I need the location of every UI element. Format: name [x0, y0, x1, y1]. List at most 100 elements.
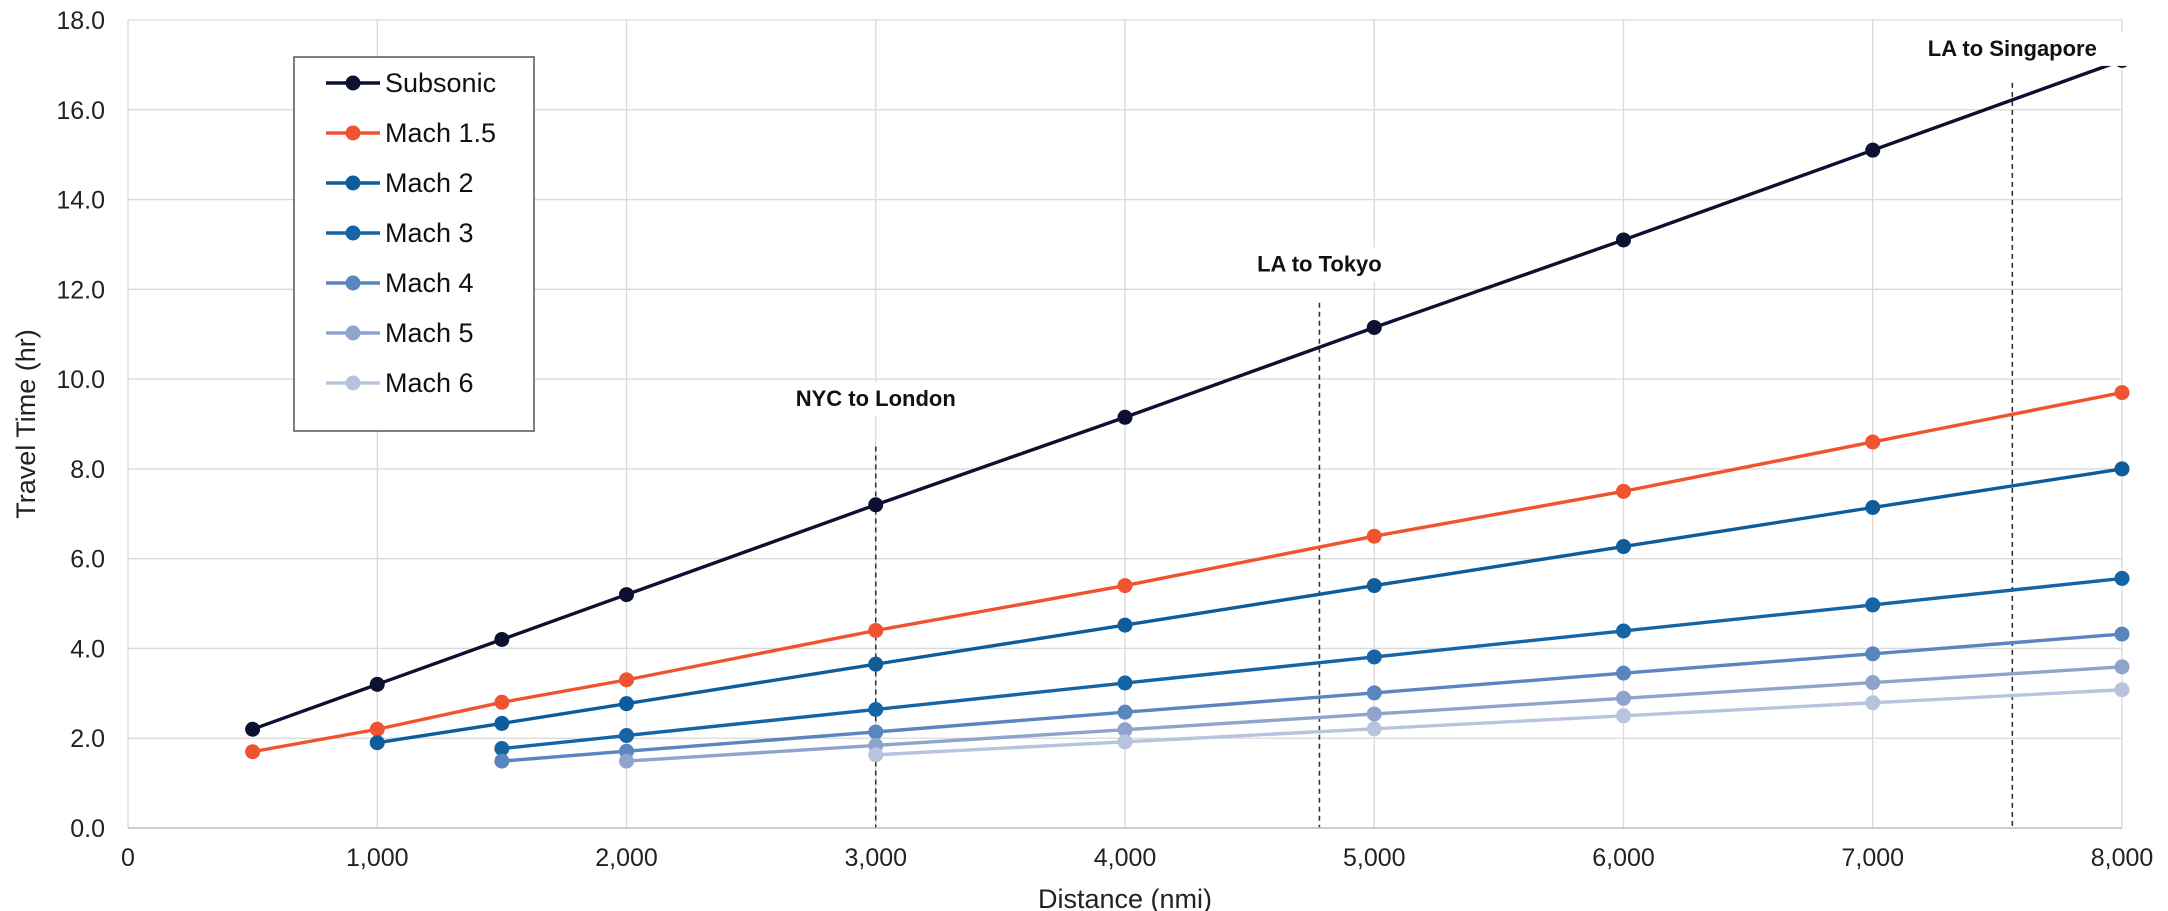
data-point [1366, 685, 1382, 701]
annotation-label: NYC to London [796, 386, 956, 411]
data-point [1117, 578, 1133, 594]
x-tick-label: 4,000 [1094, 844, 1157, 872]
data-point [369, 676, 385, 692]
data-point [619, 753, 634, 769]
data-point [619, 728, 634, 744]
y-tick-label: 6.0 [70, 546, 105, 574]
data-point [369, 735, 385, 751]
legend-swatch-marker [345, 375, 361, 391]
data-point [2114, 385, 2130, 401]
data-point [1616, 665, 1631, 681]
data-point [245, 721, 261, 737]
data-point [2114, 461, 2130, 477]
data-point [868, 724, 884, 740]
data-point [1616, 623, 1631, 639]
series-line [252, 58, 2123, 731]
x-tick-label: 1,000 [346, 844, 409, 872]
annotation-label-bg [768, 382, 984, 417]
data-point [1366, 528, 1382, 544]
y-tick-label: 18.0 [56, 7, 105, 35]
legend-label: Mach 4 [385, 268, 474, 298]
grid-lines [127, 19, 2123, 829]
legend-label: Mach 1.5 [385, 118, 496, 148]
data-point [369, 721, 385, 737]
y-tick-label: 2.0 [70, 725, 105, 753]
annotation-label: LA to Singapore [1928, 36, 2097, 61]
data-point [2114, 570, 2130, 586]
annotation-labels: NYC to London LA to Tokyo LA to Singapore [768, 31, 2134, 417]
legend-label: Mach 2 [385, 168, 474, 198]
data-point [1616, 708, 1631, 724]
data-point [1366, 578, 1382, 594]
data-point [619, 696, 634, 712]
data-point [1117, 734, 1133, 750]
y-tick-label: 14.0 [56, 187, 105, 215]
series-line [501, 632, 2123, 763]
y-tick-label: 10.0 [56, 366, 105, 394]
x-axis-title: Distance (nmi) [1038, 884, 1212, 911]
series-line [875, 688, 2123, 757]
legend-label: Mach 6 [385, 368, 474, 398]
data-point [1117, 675, 1133, 691]
data-point [619, 587, 634, 603]
data-point [1616, 690, 1631, 706]
x-tick-label: 8,000 [2091, 844, 2154, 872]
data-point [494, 741, 510, 757]
data-point [1616, 483, 1631, 499]
data-point [1865, 695, 1881, 711]
series-line [501, 576, 2123, 751]
legend-swatch-marker [345, 175, 361, 191]
x-tick-label: 6,000 [1592, 844, 1655, 872]
data-point [1865, 434, 1881, 450]
legend-swatch-marker [345, 125, 361, 141]
legend-box [293, 56, 535, 432]
data-point [1865, 597, 1881, 613]
annotation-lines [874, 82, 2014, 828]
y-tick-label: 16.0 [56, 97, 105, 125]
data-point [1366, 706, 1382, 722]
series-line [252, 390, 2123, 754]
data-point [868, 497, 884, 513]
series-group [245, 52, 2130, 769]
data-point [1865, 142, 1881, 158]
data-point [1616, 232, 1631, 248]
y-tick-label: 4.0 [70, 635, 105, 663]
data-point [245, 744, 261, 760]
legend: Subsonic Mach 1.5 Mach 2 Mach 3 Mach 4 Mach 5… [293, 56, 535, 432]
data-point [1366, 319, 1382, 335]
data-point [619, 672, 634, 688]
data-point [1865, 646, 1881, 662]
data-point [2114, 659, 2130, 675]
data-point [1117, 704, 1133, 720]
legend-label: Subsonic [385, 68, 496, 98]
x-tick-label: 0 [121, 844, 135, 872]
legend-label: Mach 3 [385, 218, 474, 248]
legend-swatch-marker [345, 275, 361, 291]
x-tick-label: 5,000 [1343, 844, 1406, 872]
data-point [1366, 721, 1382, 737]
data-point [2114, 626, 2130, 642]
data-point [868, 622, 884, 638]
data-point [494, 631, 510, 647]
data-point [494, 694, 510, 710]
annotation-label-bg [1225, 247, 1414, 282]
legend-swatch-marker [345, 325, 361, 341]
data-point [1117, 722, 1133, 738]
data-point [868, 701, 884, 717]
data-point [1865, 499, 1881, 515]
y-tick-label: 12.0 [56, 276, 105, 304]
data-point [1117, 617, 1133, 633]
data-point [1616, 539, 1631, 555]
annotation-label-bg [1891, 31, 2134, 66]
legend-swatch-marker [345, 75, 361, 91]
y-tick-label: 0.0 [70, 815, 105, 843]
data-point [494, 753, 510, 769]
y-tick-label: 8.0 [70, 456, 105, 484]
axes: 0 1,000 2,000 3,000 4,000 5,000 6,000 7,000 8,00… [56, 7, 2153, 872]
legend-label: Mach 5 [385, 318, 474, 348]
annotation-label: LA to Tokyo [1257, 251, 1382, 276]
data-point [1865, 675, 1881, 691]
data-point [494, 715, 510, 731]
data-point [868, 656, 884, 672]
